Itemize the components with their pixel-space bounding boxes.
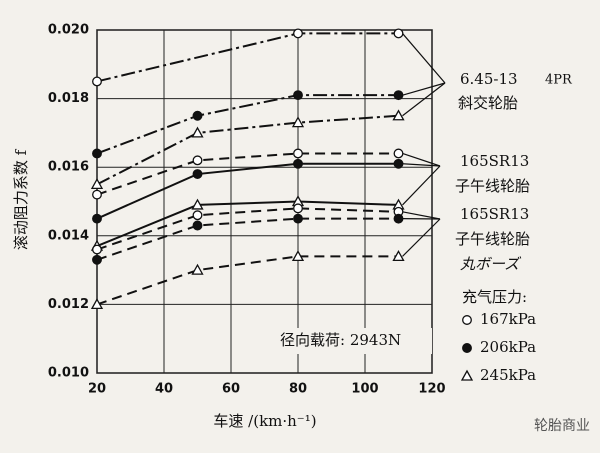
data-point — [191, 263, 204, 275]
annotation: 165SR13 — [460, 205, 529, 223]
series-line — [96, 200, 399, 248]
data-point — [392, 250, 405, 262]
legend-title: 充气压力: — [462, 288, 527, 306]
legend-label: 206kPa — [480, 338, 536, 356]
data-point — [192, 169, 203, 180]
y-tick-label: 0.014 — [48, 228, 89, 243]
note-box — [272, 328, 432, 354]
leader-line — [402, 152, 441, 167]
data-point — [92, 76, 102, 87]
legend-label: 167kPa — [480, 310, 536, 328]
data-point — [293, 213, 303, 224]
data-point — [192, 155, 203, 166]
series-line — [96, 94, 399, 155]
series-line — [96, 152, 399, 196]
data-point — [90, 298, 104, 310]
data-point — [191, 198, 204, 210]
leader-line — [402, 82, 446, 117]
annotation: 子午线轮胎 — [455, 177, 530, 195]
annotation: 斜交轮胎 — [458, 94, 518, 112]
legend-marker — [462, 315, 472, 325]
data-point — [293, 203, 303, 214]
data-point — [293, 90, 303, 101]
y-tick-label: 0.020 — [48, 23, 89, 38]
annotation: 子午线轮胎 — [455, 230, 530, 248]
data-point — [291, 116, 305, 128]
data-point — [92, 189, 102, 200]
data-point — [393, 158, 404, 169]
leader-line — [402, 165, 441, 206]
annotation: 165SR13 — [460, 152, 529, 170]
leader-line — [402, 163, 441, 167]
annotation: 6.45-13 — [460, 70, 518, 88]
annotation: 4PR — [545, 73, 573, 88]
legend-marker — [462, 343, 472, 353]
leader-line — [402, 211, 441, 220]
series-line — [96, 114, 399, 186]
note: 径向载荷: 2943N — [280, 331, 401, 349]
data-point — [393, 90, 404, 101]
data-point — [393, 28, 404, 39]
data-point — [192, 110, 203, 121]
x-tick-label: 80 — [289, 382, 307, 397]
leader-line — [402, 82, 446, 96]
data-point — [291, 250, 305, 262]
y-tick-label: 0.016 — [48, 160, 89, 175]
leader-line — [402, 218, 441, 257]
series-line — [96, 162, 399, 220]
leader-line — [402, 33, 446, 84]
data-point — [92, 213, 102, 224]
data-point — [393, 213, 404, 224]
series-line — [96, 255, 399, 306]
x-tick-label: 40 — [155, 382, 173, 397]
watermark: 轮胎商业 — [534, 418, 590, 434]
data-point — [192, 210, 203, 221]
data-point — [393, 148, 404, 159]
annotation: 丸ボーズ — [460, 255, 521, 273]
data-point — [92, 254, 102, 265]
x-tick-label: 60 — [222, 382, 240, 397]
series-line — [96, 207, 399, 251]
data-point — [92, 244, 102, 255]
data-point — [293, 158, 303, 169]
y-tick-label: 0.010 — [48, 366, 89, 381]
series-line — [96, 217, 399, 261]
x-tick-label: 100 — [351, 382, 378, 397]
data-point — [92, 148, 102, 159]
data-point — [392, 109, 405, 121]
data-point — [293, 28, 303, 39]
y-tick-label: 0.012 — [48, 297, 89, 312]
data-point — [191, 126, 204, 138]
legend-label: 245kPa — [480, 366, 536, 384]
data-point — [192, 220, 203, 231]
x-axis-label: 车速 /(km·h⁻¹) — [213, 412, 316, 430]
y-tick-label: 0.018 — [48, 91, 89, 106]
x-tick-label: 20 — [88, 382, 106, 397]
data-point — [293, 148, 303, 159]
data-point — [90, 178, 104, 189]
legend-marker — [460, 369, 474, 381]
y-axis-label: 滚动阻力系数 f — [12, 148, 30, 250]
x-tick-label: 120 — [418, 382, 445, 397]
